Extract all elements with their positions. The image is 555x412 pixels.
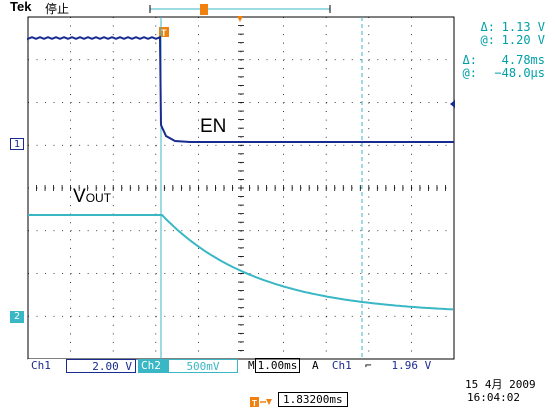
ch2-ground-marker[interactable]: 2	[10, 311, 24, 323]
trigger-position-value[interactable]: 1.83200ms	[278, 392, 348, 407]
delta-v-label: Δ:	[480, 20, 495, 34]
datetime-readout: 15 4月 2009 16:04:02	[465, 378, 536, 404]
trigger-position-icon: T	[250, 393, 274, 408]
graticule-grid	[27, 16, 455, 360]
at-v-label: @:	[480, 33, 495, 47]
acquisition-state: 停止	[45, 2, 70, 16]
delta-v-value: 1.13 V	[501, 20, 545, 34]
ch2-trace-vout	[28, 214, 454, 311]
ch1-tag[interactable]: Ch1	[28, 359, 66, 373]
trigger-level-arrow-icon	[450, 100, 455, 108]
vout-signal-label: VOUT	[73, 186, 112, 207]
trigger-readout[interactable]: A Ch1 ⌐ 1.96 V	[312, 359, 432, 372]
at-t-value: −48.0µs	[494, 66, 545, 80]
ch1-scale[interactable]: 2.00 V	[66, 359, 136, 373]
timebase-readout[interactable]: M 1.00ms	[248, 358, 301, 373]
ch1-trace-en	[27, 35, 454, 143]
brand-logo: Tek	[10, 0, 32, 14]
delta-t-value: 4.78ms	[501, 53, 545, 67]
en-signal-label: EN	[200, 116, 227, 137]
ch2-tag[interactable]: Ch2	[138, 359, 168, 373]
ch2-scale[interactable]: 500mV	[168, 359, 238, 373]
ch1-ground-marker[interactable]: 1	[10, 138, 24, 150]
svg-text:T: T	[252, 399, 257, 408]
at-t-label: @:	[462, 66, 477, 80]
svg-text:T: T	[161, 28, 167, 38]
falling-edge-icon: ⌐	[365, 359, 372, 372]
delta-t-label: Δ:	[462, 53, 477, 67]
record-position-bar	[149, 4, 331, 22]
at-v-value: 1.20 V	[501, 33, 545, 47]
trigger-marker-icon: T	[159, 27, 169, 38]
